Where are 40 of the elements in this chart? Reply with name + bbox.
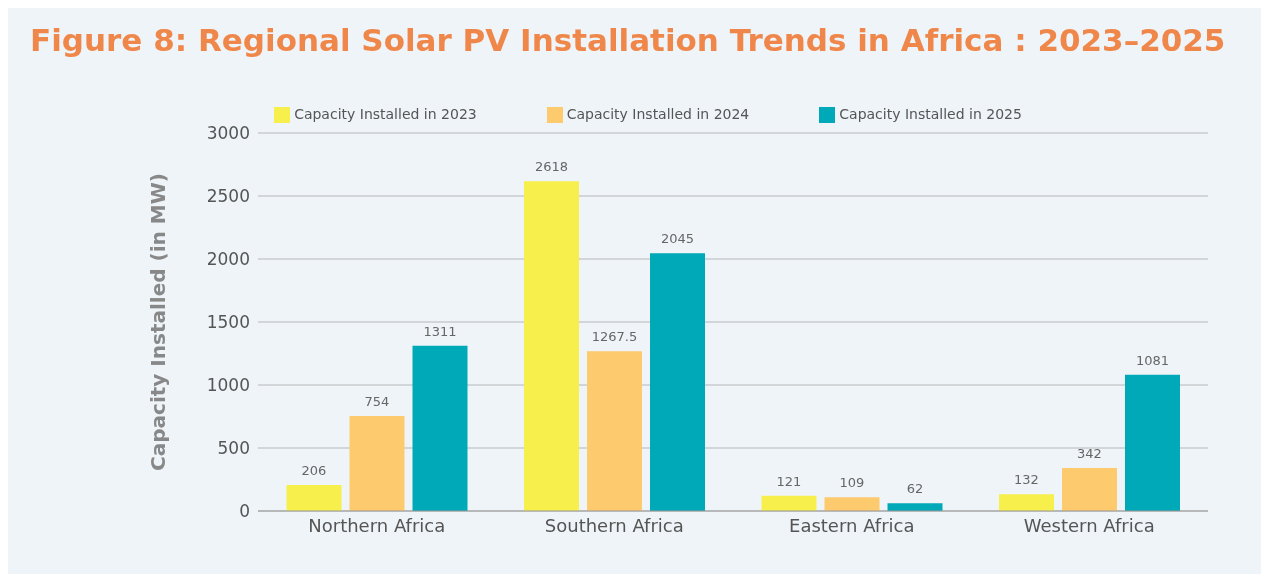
- data-label: 754: [364, 394, 390, 409]
- legend-label: Capacity Installed in 2024: [566, 106, 750, 122]
- data-label: 1267.5: [591, 329, 638, 345]
- chart-title: Figure 8: Regional Solar PV Installation Trends in Africa : 2023–2025: [30, 22, 1226, 58]
- data-label: 2045: [660, 231, 695, 247]
- bar: [999, 494, 1054, 511]
- bar: [349, 416, 405, 511]
- data-label: 62: [906, 481, 924, 497]
- data-label: 1081: [1135, 352, 1170, 368]
- data-label: 342: [1077, 445, 1102, 461]
- y-tick-label: 0: [239, 501, 250, 522]
- bar: [1125, 374, 1180, 511]
- y-tick-label: 1000: [206, 375, 250, 396]
- y-axis-title: Capacity Installed (in MW): [146, 173, 171, 471]
- y-tick-label: 3000: [206, 123, 250, 144]
- y-tick-label: 2000: [206, 249, 250, 270]
- bar: [761, 495, 817, 511]
- legend-label: Capacity Installed in 2025: [839, 106, 1022, 122]
- bar: [412, 345, 468, 511]
- data-label: 2618: [534, 159, 569, 175]
- y-tick-label: 2500: [206, 186, 250, 207]
- x-tick-label: Northern Africa: [308, 514, 446, 536]
- bar: [650, 253, 705, 511]
- data-label: 1311: [423, 323, 457, 339]
- legend-label: Capacity Installed in 2023: [294, 106, 477, 122]
- bar: [887, 503, 943, 511]
- data-label: 109: [839, 475, 865, 491]
- data-label: 206: [301, 463, 327, 479]
- data-label: 132: [1014, 472, 1039, 488]
- bar: [286, 485, 342, 511]
- data-label: 121: [776, 473, 802, 489]
- bar: [824, 497, 880, 511]
- x-tick-label: Southern Africa: [544, 514, 684, 536]
- bar: [524, 181, 579, 511]
- x-tick-label: Eastern Africa: [789, 514, 915, 536]
- bar: [587, 351, 642, 511]
- y-tick-label: 500: [217, 438, 250, 459]
- y-tick-label: 1500: [206, 312, 250, 333]
- bar: [1062, 467, 1117, 511]
- x-tick-label: Western Africa: [1023, 514, 1155, 536]
